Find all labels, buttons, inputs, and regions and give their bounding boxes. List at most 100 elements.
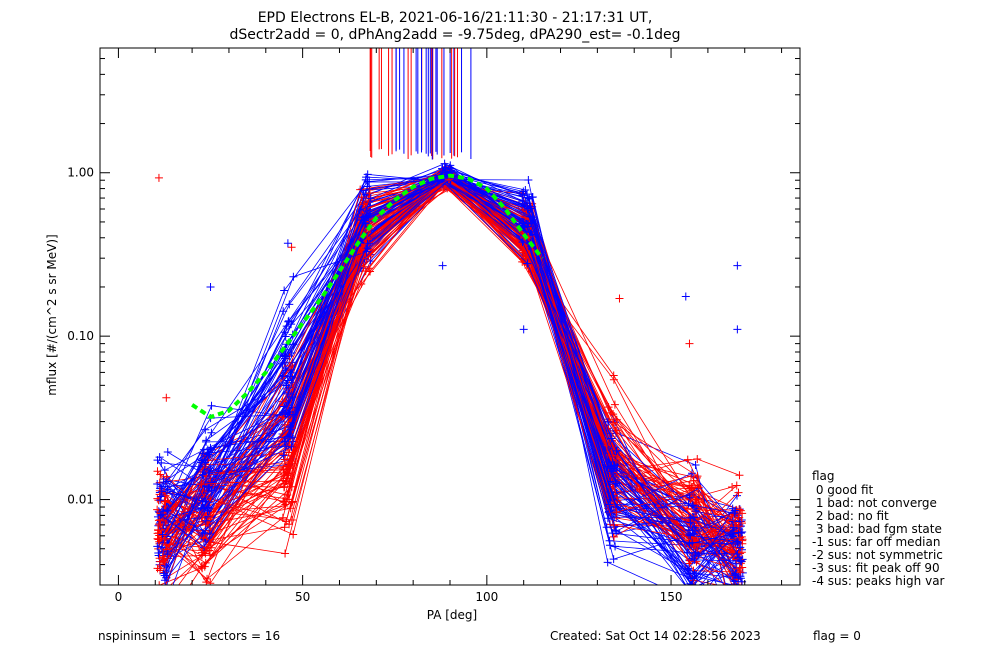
data-point bbox=[356, 248, 365, 257]
data-point bbox=[734, 591, 742, 599]
data-point bbox=[155, 581, 164, 585]
data-point bbox=[280, 523, 289, 532]
data-point bbox=[278, 372, 287, 381]
x-tick-label: 0 bbox=[115, 590, 123, 604]
data-point bbox=[162, 393, 171, 402]
data-point bbox=[159, 505, 168, 514]
data-point bbox=[730, 571, 739, 580]
data-point bbox=[687, 584, 689, 585]
data-point bbox=[202, 436, 211, 445]
data-point bbox=[281, 549, 290, 558]
data-point bbox=[162, 525, 171, 534]
data-point bbox=[289, 272, 298, 281]
data-point bbox=[734, 598, 742, 606]
data-point bbox=[528, 193, 537, 202]
data-point bbox=[526, 204, 535, 213]
data-point bbox=[609, 491, 618, 500]
data-point bbox=[163, 550, 172, 559]
x-axis-label: PA [deg] bbox=[427, 608, 477, 622]
data-point bbox=[160, 466, 169, 475]
data-point bbox=[160, 534, 169, 543]
data-point bbox=[153, 542, 162, 551]
data-point bbox=[201, 516, 210, 525]
data-point bbox=[690, 513, 699, 522]
data-point bbox=[160, 587, 168, 595]
data-point bbox=[160, 621, 168, 629]
data-point bbox=[153, 467, 162, 476]
data-point bbox=[279, 402, 288, 411]
data-point bbox=[198, 470, 207, 479]
data-point bbox=[690, 571, 699, 580]
data-point bbox=[363, 207, 372, 216]
data-point bbox=[279, 497, 288, 506]
data-curve bbox=[178, 179, 737, 585]
chart-title: EPD Electrons EL-B, 2021-06-16/21:11:30 … bbox=[258, 10, 653, 26]
data-point bbox=[518, 238, 527, 247]
data-point bbox=[162, 472, 171, 481]
data-point bbox=[280, 501, 289, 510]
data-point bbox=[198, 456, 207, 465]
data-point bbox=[363, 244, 372, 253]
data-point bbox=[684, 587, 692, 595]
data-point bbox=[154, 173, 163, 182]
data-point bbox=[612, 508, 621, 517]
data-point bbox=[207, 401, 216, 410]
data-point bbox=[603, 514, 612, 523]
data-curve bbox=[162, 168, 743, 582]
data-point bbox=[280, 286, 289, 295]
data-point bbox=[280, 483, 289, 492]
data-point bbox=[732, 481, 741, 490]
data-point bbox=[281, 352, 290, 361]
data-point bbox=[279, 476, 288, 485]
data-point bbox=[693, 454, 702, 463]
data-point bbox=[733, 261, 742, 270]
data-point bbox=[364, 213, 373, 222]
data-point bbox=[736, 568, 745, 577]
data-point bbox=[159, 478, 168, 487]
data-point bbox=[607, 434, 616, 443]
data-point bbox=[205, 529, 214, 538]
data-point bbox=[686, 518, 695, 527]
data-point bbox=[610, 513, 619, 522]
data-point bbox=[691, 496, 700, 505]
data-point bbox=[441, 163, 450, 172]
data-point bbox=[283, 389, 292, 398]
y-axis-label: mflux [#/(cm^2 s sr MeV)] bbox=[45, 234, 59, 395]
x-tick-label: 100 bbox=[475, 590, 498, 604]
data-point bbox=[736, 574, 745, 583]
data-point bbox=[732, 505, 741, 514]
data-point bbox=[197, 480, 206, 489]
data-point bbox=[603, 558, 612, 567]
data-point bbox=[688, 586, 696, 594]
data-curve bbox=[157, 181, 735, 585]
data-point bbox=[359, 216, 368, 225]
data-point bbox=[204, 469, 213, 478]
data-point bbox=[285, 407, 294, 416]
data-point bbox=[607, 467, 616, 476]
data-point bbox=[206, 443, 215, 452]
data-point bbox=[611, 426, 620, 435]
x-tick-label: 150 bbox=[660, 590, 683, 604]
chart-subtitle: dSectr2add = 0, dPhAng2add = -9.75deg, d… bbox=[230, 27, 681, 43]
data-point bbox=[160, 576, 169, 585]
data-point bbox=[692, 582, 694, 585]
data-point bbox=[734, 538, 743, 547]
data-point bbox=[203, 574, 212, 583]
data-point bbox=[282, 517, 291, 526]
data-point bbox=[609, 532, 618, 541]
data-point bbox=[198, 529, 207, 538]
data-point bbox=[691, 461, 700, 470]
data-point bbox=[158, 530, 167, 539]
data-point bbox=[729, 523, 738, 532]
data-point bbox=[154, 520, 163, 529]
data-point bbox=[157, 458, 166, 467]
legend-entry: 1 bad: not converge bbox=[812, 496, 937, 510]
data-point bbox=[694, 483, 703, 492]
data-point bbox=[161, 541, 170, 550]
data-point bbox=[685, 339, 694, 348]
fit-curve bbox=[190, 173, 544, 420]
data-point bbox=[681, 292, 690, 301]
legend-entry: -4 sus: peaks high var bbox=[812, 574, 945, 588]
data-point bbox=[156, 511, 165, 520]
